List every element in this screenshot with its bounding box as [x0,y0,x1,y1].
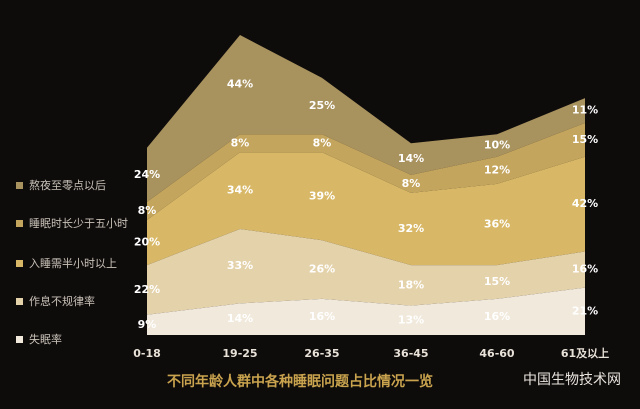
data-label: 10% [484,139,510,152]
data-label: 24% [134,168,160,181]
data-label: 20% [134,236,160,249]
legend-swatch [16,260,23,267]
x-tick-label: 61及以上 [561,346,609,360]
data-label: 9% [138,318,157,331]
data-label: 8% [402,177,421,190]
area [147,228,585,315]
data-label: 32% [398,222,424,235]
legend-label: 熬夜至零点以后 [29,179,106,192]
x-tick-label: 46-60 [479,347,515,360]
legend-label: 睡眠时长少于五小时 [29,217,128,230]
data-label: 8% [138,204,157,217]
legend-swatch [16,298,23,305]
chart-title: 不同年龄人群中各种睡眠问题占比情况一览 [167,373,433,390]
data-label: 13% [398,313,424,326]
data-label: 14% [227,312,253,325]
legend-swatch [16,182,23,189]
data-label: 36% [484,217,510,230]
data-label: 8% [313,136,332,149]
legend-entry: 作息不规律率 [16,294,144,309]
x-tick-label: 26-35 [304,347,339,360]
legend-label: 入睡需半小时以上 [29,257,117,270]
legend-label: 失眠率 [29,333,62,346]
x-tick-label: 19-25 [222,347,257,360]
data-label: 16% [309,310,335,323]
data-label: 44% [227,78,253,91]
data-label: 33% [227,259,253,272]
data-label: 25% [309,99,335,112]
data-label: 21% [572,304,598,317]
legend-swatch [16,336,23,343]
data-label: 18% [398,278,424,291]
data-label: 42% [572,197,598,210]
legend-entry: 睡眠时长少于五小时 [16,216,144,231]
data-label: 34% [227,184,253,197]
area [147,152,585,266]
area [147,287,585,335]
data-label: 15% [572,133,598,146]
data-label: 26% [309,263,335,276]
x-tick-label: 0-18 [133,347,161,360]
legend-entry: 失眠率 [16,332,144,347]
data-label: 39% [309,189,335,202]
data-label: 14% [398,152,424,165]
data-label: 11% [572,104,598,117]
legend-label: 作息不规律率 [29,295,95,308]
x-tick-label: 36-45 [393,347,428,360]
legend-swatch [16,220,23,227]
legend-entry: 熬夜至零点以后 [16,178,144,193]
data-label: 12% [484,163,510,176]
data-label: 15% [484,275,510,288]
area [147,122,585,220]
watermark: 中国生物技术网 [523,372,621,388]
data-label: 22% [134,283,160,296]
data-label: 16% [572,263,598,276]
data-label: 8% [231,136,250,149]
data-label: 16% [484,310,510,323]
legend-entry: 入睡需半小时以上 [16,256,144,271]
area [147,35,585,202]
